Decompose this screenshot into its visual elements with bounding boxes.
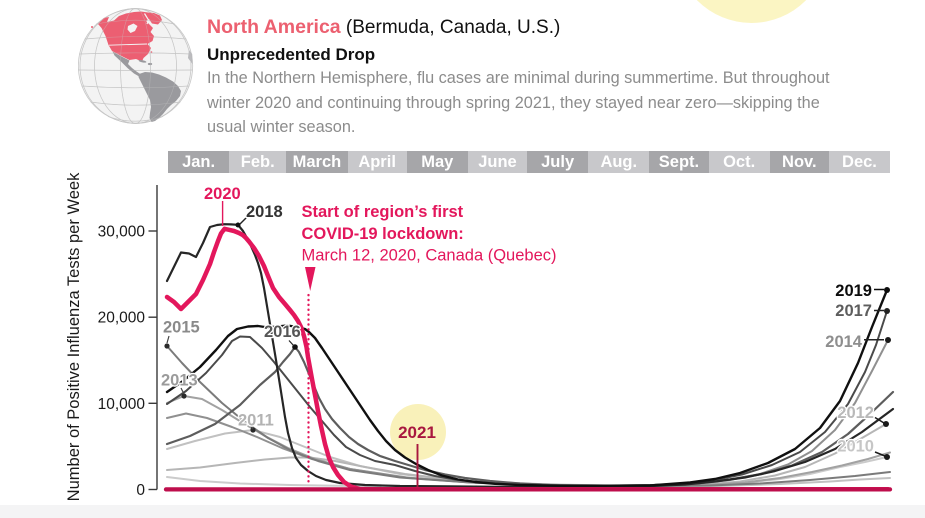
- svg-text:Start of region’s first: Start of region’s first: [302, 203, 464, 221]
- svg-text:COVID-19 lockdown:: COVID-19 lockdown:: [302, 225, 464, 243]
- svg-text:2018: 2018: [246, 203, 283, 221]
- svg-text:Number of Positive Influenza T: Number of Positive Influenza Tests per W…: [65, 172, 83, 501]
- svg-text:2014: 2014: [825, 333, 863, 351]
- svg-text:2011: 2011: [238, 411, 274, 429]
- svg-text:2010: 2010: [837, 438, 874, 456]
- svg-text:0: 0: [136, 482, 145, 499]
- svg-text:20,000: 20,000: [98, 310, 146, 327]
- svg-text:March 12, 2020, Canada (Quebec: March 12, 2020, Canada (Quebec): [302, 247, 557, 265]
- svg-text:2019: 2019: [835, 282, 872, 300]
- svg-text:2017: 2017: [835, 302, 872, 320]
- svg-text:10,000: 10,000: [98, 396, 146, 413]
- svg-text:2012: 2012: [837, 404, 874, 422]
- svg-text:30,000: 30,000: [98, 224, 146, 241]
- svg-text:2020: 2020: [204, 185, 241, 203]
- svg-text:2021: 2021: [398, 423, 436, 442]
- svg-text:2015: 2015: [163, 319, 200, 337]
- svg-text:2013: 2013: [161, 372, 198, 390]
- svg-text:2016: 2016: [264, 323, 301, 341]
